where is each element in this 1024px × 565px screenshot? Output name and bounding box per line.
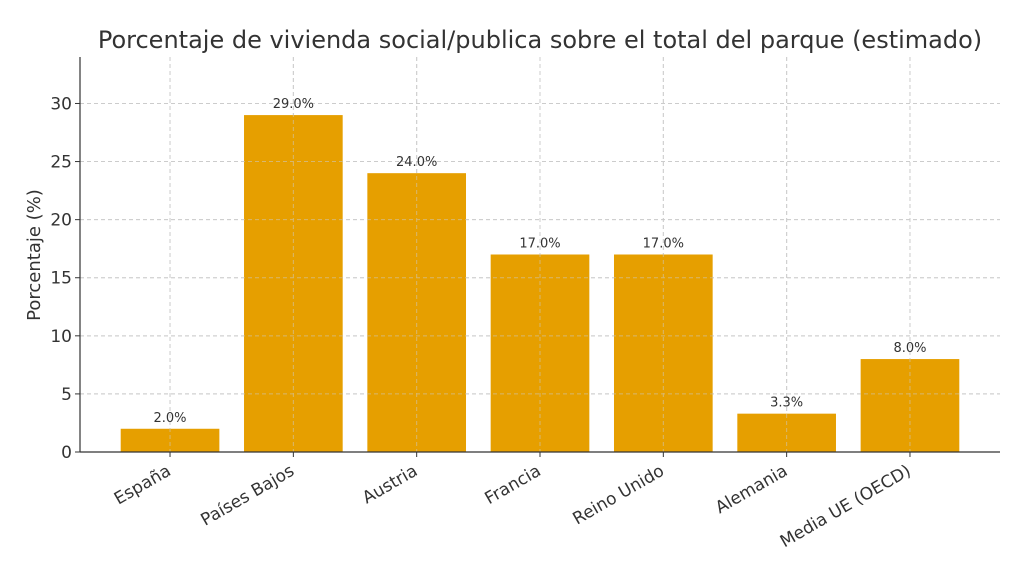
y-tick-label: 30 xyxy=(50,94,72,114)
bar xyxy=(737,413,836,452)
y-tick-label: 5 xyxy=(61,385,72,405)
x-tick-label: Alemania xyxy=(712,461,791,518)
y-tick-label: 15 xyxy=(50,269,72,289)
data-label: 2.0% xyxy=(154,411,187,426)
y-tick-label: 25 xyxy=(50,153,72,173)
data-label: 17.0% xyxy=(643,237,684,252)
data-label: 24.0% xyxy=(396,155,437,170)
data-label: 3.3% xyxy=(770,396,803,411)
x-tick-label: Países Bajos xyxy=(198,461,298,531)
data-label: 8.0% xyxy=(893,341,926,356)
y-tick-label: 0 xyxy=(61,443,72,463)
x-tick-label: Francia xyxy=(481,461,544,509)
data-labels: 2.0% 29.0% 24.0% 17.0% 17.0% 3.3% 8.0% xyxy=(154,97,927,426)
data-label: 29.0% xyxy=(273,97,314,112)
x-tick-label: Reino Unido xyxy=(570,461,668,529)
x-tick-label: Austria xyxy=(359,461,421,508)
bar xyxy=(120,428,220,452)
x-tick-label: España xyxy=(111,461,175,509)
y-axis-label: Porcentaje (%) xyxy=(24,189,45,321)
y-tick-label: 20 xyxy=(50,211,72,231)
x-tick-label: Media UE (OECD) xyxy=(777,461,915,552)
data-label: 17.0% xyxy=(519,237,560,252)
y-tick-label: 10 xyxy=(50,327,72,347)
chart-title: Porcentaje de vivienda social/publica so… xyxy=(98,26,982,54)
